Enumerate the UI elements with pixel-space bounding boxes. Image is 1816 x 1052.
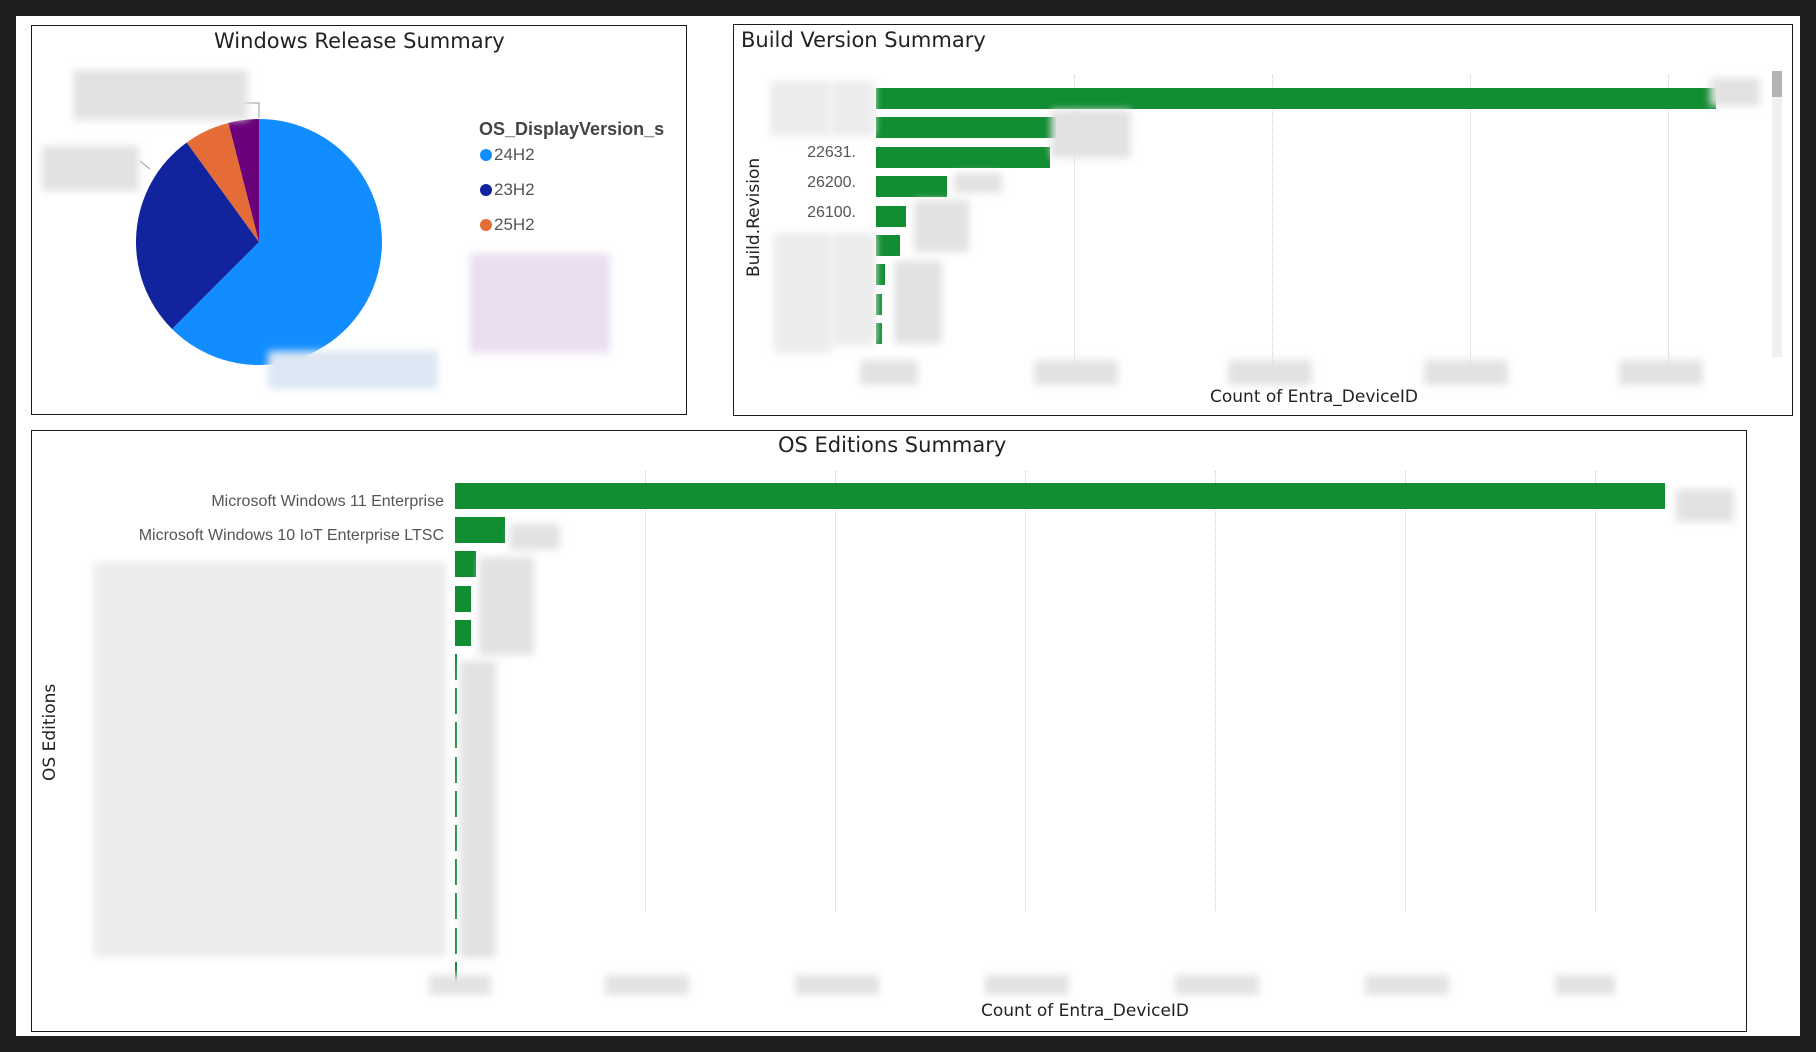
gridline — [1025, 471, 1026, 911]
legend-label: 23H2 — [494, 180, 535, 199]
bar[interactable] — [876, 293, 882, 315]
bar[interactable] — [455, 585, 471, 612]
redacted-x-tick — [795, 975, 879, 995]
category-label: 26200. — [807, 174, 856, 191]
redacted-data-label — [1710, 78, 1760, 106]
pie-slice-25h2[interactable] — [186, 122, 259, 242]
redacted-x-tick — [1228, 360, 1312, 385]
pie-slice-3[interactable] — [228, 119, 259, 242]
redacted-x-tick — [429, 975, 491, 995]
bar[interactable] — [455, 961, 458, 988]
bar[interactable] — [876, 88, 1716, 109]
scrollbar-thumb[interactable] — [1772, 71, 1782, 97]
redacted-x-tick — [605, 975, 689, 995]
bar[interactable] — [876, 205, 907, 227]
bar[interactable] — [455, 722, 458, 749]
gridline — [1470, 75, 1471, 375]
redacted-category-labels — [770, 81, 830, 136]
redacted-data-label — [510, 524, 560, 550]
pie-chart-title: Windows Release Summary — [214, 29, 505, 53]
bar[interactable] — [455, 688, 458, 715]
legend-title: OS_DisplayVersion_s — [479, 119, 665, 139]
redacted-data-label — [1051, 110, 1131, 158]
redacted-x-tick — [1424, 360, 1508, 385]
build-chart-title: Build Version Summary — [741, 28, 986, 52]
legend-swatch — [480, 149, 492, 161]
redacted-category-labels — [94, 562, 446, 957]
bar[interactable] — [876, 235, 900, 256]
legend-label: 25H2 — [494, 215, 535, 234]
redacted-x-tick — [860, 360, 918, 385]
legend-item-25h2[interactable]: 25H2 — [480, 215, 535, 235]
pie-slice-23h2[interactable] — [136, 142, 259, 329]
editions-y-axis-label: OS Editions — [40, 683, 60, 781]
pie-chart[interactable] — [32, 26, 682, 411]
redacted-data-label — [954, 173, 1002, 193]
gridline — [835, 471, 836, 911]
editions-plot-area — [455, 471, 1665, 988]
build-plot-area — [876, 75, 1716, 375]
editions-x-axis-label: Count of Entra_DeviceID — [981, 1001, 1190, 1021]
editions-chart-title: OS Editions Summary — [778, 433, 1007, 457]
redacted-x-tick — [985, 975, 1069, 995]
bar[interactable] — [876, 117, 1056, 139]
bar[interactable] — [455, 483, 1665, 509]
bar[interactable] — [455, 927, 458, 954]
report-canvas: Windows Release Summary OS_DisplayVersio… — [16, 16, 1800, 1036]
pie-slice-24h2[interactable] — [172, 119, 383, 365]
windows-release-panel[interactable]: Windows Release Summary OS_DisplayVersio… — [31, 25, 687, 415]
build-version-panel[interactable]: Build Version Summary Build.Revision 226… — [733, 24, 1793, 416]
gridline — [1595, 471, 1596, 911]
category-label: 22631. — [807, 144, 856, 161]
bar[interactable] — [455, 619, 471, 646]
redacted-x-tick — [1175, 975, 1259, 995]
bar[interactable] — [876, 176, 948, 198]
bar[interactable] — [876, 146, 1050, 168]
redacted-x-tick — [1555, 975, 1615, 995]
category-label: 26100. — [807, 204, 856, 221]
redacted-category-labels — [832, 233, 876, 345]
redacted-category-labels — [830, 81, 875, 136]
category-label: Microsoft Windows 11 Enterprise — [211, 493, 444, 510]
redacted-data-label — [894, 261, 942, 344]
legend-label: 24H2 — [494, 145, 535, 164]
gridline — [645, 471, 646, 911]
bar[interactable] — [455, 551, 476, 578]
build-y-axis-label: Build.Revision — [744, 157, 764, 277]
redacted-x-tick — [1034, 360, 1118, 385]
redacted-legend-items — [470, 253, 610, 353]
os-editions-panel[interactable]: OS Editions Summary OS Editions Microsof… — [31, 430, 1747, 1032]
legend-item-24h2[interactable]: 24H2 — [480, 145, 535, 165]
bar[interactable] — [455, 654, 458, 680]
gridline — [1215, 471, 1216, 911]
redacted-label — [73, 70, 248, 120]
redacted-x-tick — [1365, 975, 1449, 995]
vertical-scrollbar[interactable] — [1772, 71, 1782, 357]
gridline — [1272, 75, 1273, 375]
redacted-data-label — [479, 557, 534, 655]
legend-swatch — [480, 184, 492, 196]
redacted-label — [268, 351, 438, 389]
redacted-data-label — [914, 200, 969, 252]
legend-item-23h2[interactable]: 23H2 — [480, 180, 535, 200]
build-x-axis-label: Count of Entra_DeviceID — [1210, 387, 1419, 407]
gridline — [1405, 471, 1406, 911]
category-label: Microsoft Windows 10 IoT Enterprise LTSC — [138, 527, 444, 544]
gridline — [1668, 75, 1669, 375]
legend-swatch — [480, 219, 492, 231]
gridline — [1074, 75, 1075, 375]
bar[interactable] — [455, 517, 505, 544]
bar[interactable] — [455, 756, 458, 783]
bar[interactable] — [876, 264, 886, 286]
redacted-label — [42, 146, 139, 191]
bar[interactable] — [455, 893, 458, 920]
bar[interactable] — [455, 790, 458, 817]
redacted-x-tick — [1619, 360, 1703, 385]
redacted-data-label — [460, 661, 496, 958]
bar[interactable] — [455, 859, 458, 886]
bar[interactable] — [455, 825, 458, 851]
bar[interactable] — [876, 323, 882, 345]
redacted-category-labels — [774, 233, 832, 353]
redacted-data-label — [1676, 489, 1734, 522]
